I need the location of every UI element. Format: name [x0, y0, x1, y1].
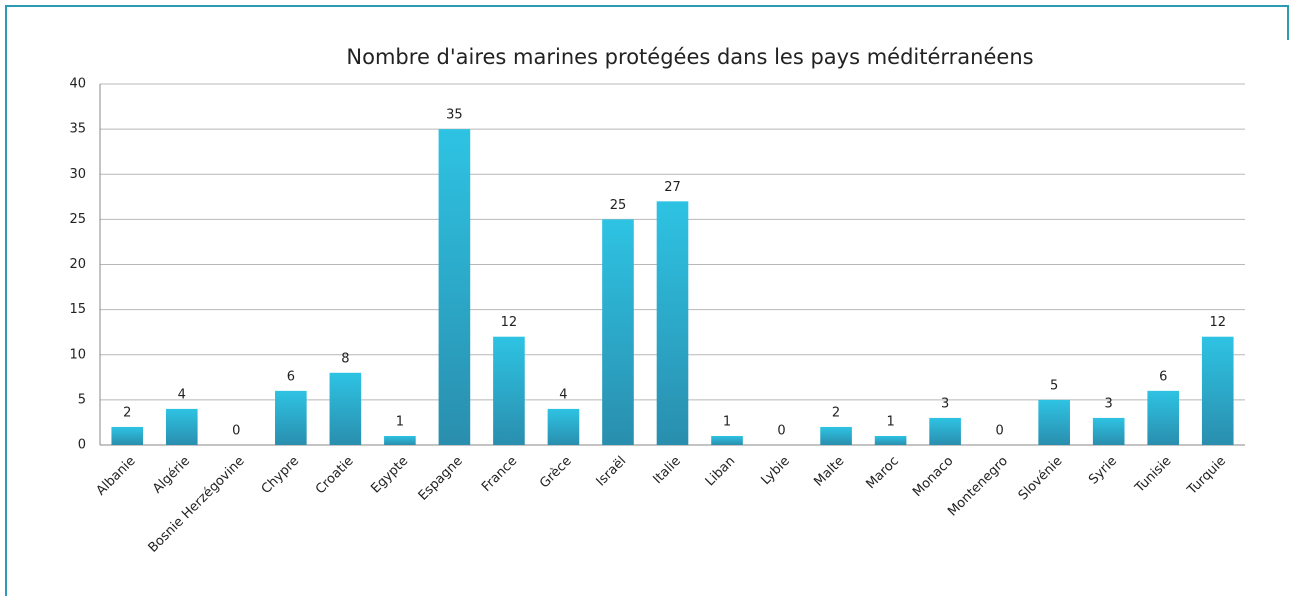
x-tick-label: Tunisie [1132, 454, 1175, 497]
data-label: 6 [287, 369, 295, 384]
x-tick-label: Monaco [910, 454, 956, 500]
x-tick-label: Italie [650, 454, 683, 487]
bar [1092, 417, 1125, 445]
bar [329, 372, 362, 445]
data-label: 12 [501, 315, 518, 330]
data-label: 2 [123, 405, 131, 420]
x-tick-label: Liban [703, 454, 739, 490]
chart-title: Nombre d'aires marines protégées dans le… [346, 45, 1033, 69]
x-tick-label: Malte [811, 454, 847, 490]
x-tick-label: Slovénie [1016, 454, 1066, 504]
x-tick-label: Espagne [416, 454, 466, 504]
bar [493, 336, 525, 445]
x-tick-label: Albanie [94, 454, 139, 499]
data-label: 1 [886, 414, 894, 429]
data-label: 25 [610, 198, 627, 213]
x-tick-label: Egypte [368, 454, 411, 497]
y-tick-label: 10 [69, 347, 86, 362]
bar [384, 435, 416, 445]
bar [656, 201, 689, 445]
bar [165, 408, 198, 445]
y-tick-label: 40 [69, 77, 86, 92]
data-label: 2 [832, 405, 840, 420]
bar [711, 435, 743, 445]
bar [438, 129, 471, 445]
x-tick-label: Algérie [150, 454, 193, 497]
bar [111, 426, 144, 445]
data-label: 27 [664, 180, 681, 195]
x-tick-label: Grèce [537, 454, 575, 492]
bar [275, 390, 307, 445]
x-tick-label: Bosnie Herzégovine [146, 454, 248, 556]
data-label: 8 [341, 351, 349, 366]
y-tick-label: 25 [69, 212, 86, 227]
data-label: 3 [1105, 396, 1113, 411]
x-tick-label: Syrie [1086, 454, 1120, 488]
bar [1038, 399, 1070, 445]
data-label: 35 [446, 108, 463, 123]
bar [1147, 390, 1180, 445]
y-tick-label: 30 [69, 167, 86, 182]
data-label: 1 [396, 414, 404, 429]
bar [874, 435, 907, 445]
data-label: 0 [996, 424, 1004, 439]
x-tick-label: France [479, 454, 520, 495]
data-label: 5 [1050, 378, 1058, 393]
frame [5, 5, 1289, 596]
bar [1201, 336, 1234, 445]
data-label: 4 [178, 387, 186, 402]
bar [547, 408, 580, 445]
x-tick-label: Maroc [863, 454, 901, 492]
data-label: 0 [777, 424, 785, 439]
data-label: 12 [1209, 315, 1226, 330]
y-tick-label: 0 [78, 438, 86, 453]
data-label: 1 [723, 414, 731, 429]
bar [820, 426, 852, 445]
y-tick-label: 15 [69, 302, 86, 317]
data-label: 3 [941, 396, 949, 411]
data-label: 4 [559, 387, 567, 402]
y-tick-label: 35 [69, 122, 86, 137]
bar [602, 219, 634, 445]
x-tick-label: Israël [594, 454, 630, 490]
data-label: 6 [1159, 369, 1167, 384]
data-label: 0 [232, 424, 240, 439]
x-tick-label: Croatie [313, 454, 357, 498]
bar [929, 417, 961, 445]
x-tick-label: Lybie [758, 454, 792, 488]
y-tick-label: 20 [69, 257, 86, 272]
y-tick-label: 5 [78, 392, 86, 407]
x-tick-label: Chypre [259, 454, 302, 497]
x-tick-label: Turquie [1184, 454, 1229, 499]
